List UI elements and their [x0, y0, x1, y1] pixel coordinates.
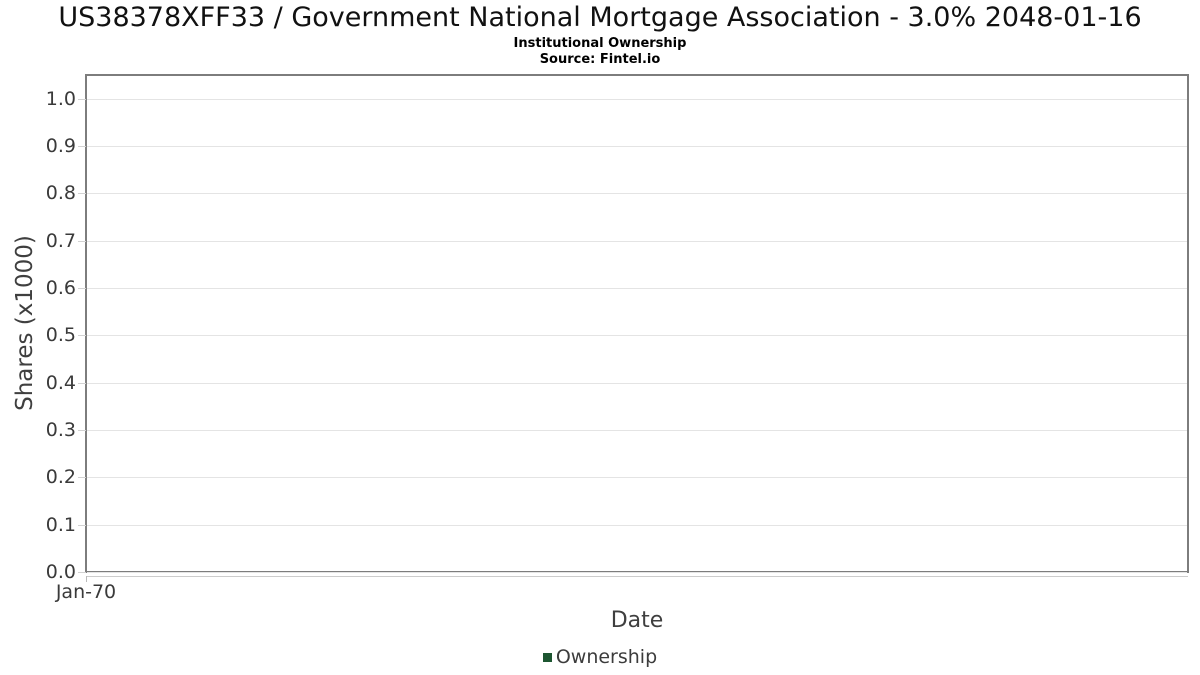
y-tick-label: 0.5	[45, 324, 76, 346]
y-tick-mark	[78, 146, 86, 147]
chart-source: Source: Fintel.io	[539, 52, 661, 67]
y-tick-label: 0.0	[45, 561, 76, 583]
y-tick-mark	[78, 335, 86, 336]
y-tick-mark	[78, 572, 86, 573]
y-gridline	[87, 335, 1187, 336]
y-gridline	[87, 383, 1187, 384]
y-gridline	[87, 193, 1187, 194]
y-tick-mark	[78, 288, 86, 289]
x-axis-title: Date	[610, 608, 664, 633]
x-tick-mark	[86, 576, 87, 582]
y-tick-label: 0.2	[45, 466, 76, 488]
plot-area	[85, 74, 1189, 573]
y-gridline	[87, 430, 1187, 431]
y-tick-mark	[78, 99, 86, 100]
y-gridline	[87, 146, 1187, 147]
y-tick-mark	[78, 477, 86, 478]
y-tick-label: 1.0	[45, 88, 76, 110]
y-axis-title: Shares (x1000)	[12, 235, 38, 411]
y-gridline	[87, 288, 1187, 289]
x-tick-label: Jan-70	[55, 581, 117, 603]
y-tick-label: 0.8	[45, 182, 76, 204]
y-tick-mark	[78, 193, 86, 194]
y-tick-mark	[78, 525, 86, 526]
x-axis-line	[86, 576, 1188, 577]
legend-marker-ownership	[542, 652, 552, 662]
y-tick-label: 0.1	[45, 514, 76, 536]
y-tick-mark	[78, 430, 86, 431]
y-tick-mark	[78, 383, 86, 384]
y-gridline	[87, 525, 1187, 526]
y-tick-label: 0.6	[45, 277, 76, 299]
chart-subtitle: Institutional Ownership	[513, 36, 687, 51]
legend-label-ownership: Ownership	[555, 646, 658, 668]
y-gridline	[87, 477, 1187, 478]
legend: Ownership	[0, 646, 1200, 668]
y-tick-label: 0.3	[45, 419, 76, 441]
chart-title: US38378XFF33 / Government National Mortg…	[58, 2, 1142, 33]
y-gridline	[87, 572, 1187, 573]
y-tick-label: 0.7	[45, 230, 76, 252]
y-tick-mark	[78, 241, 86, 242]
y-tick-label: 0.9	[45, 135, 76, 157]
y-gridline	[87, 241, 1187, 242]
y-tick-label: 0.4	[45, 372, 76, 394]
y-gridline	[87, 99, 1187, 100]
